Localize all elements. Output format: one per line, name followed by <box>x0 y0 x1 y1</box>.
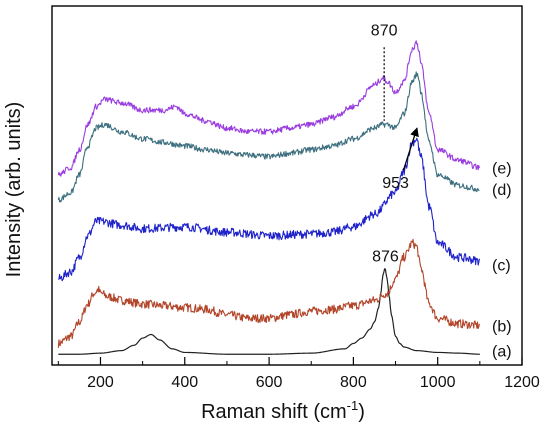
x-tick-label-200: 200 <box>87 374 114 391</box>
series-line-b <box>57 238 480 348</box>
x-tick-label-600: 600 <box>256 374 283 391</box>
annotation-953-label: 953 <box>382 175 409 192</box>
series-label-a: (a) <box>492 344 512 361</box>
series-labels: (a) (b) (c) (d) (e) <box>492 161 512 361</box>
series-label-b: (b) <box>492 319 512 336</box>
plot-frame <box>51 5 523 366</box>
x-tick-label-400: 400 <box>171 374 198 391</box>
series-line-e <box>57 40 480 177</box>
series-line-c <box>58 137 480 282</box>
series-label-c: (c) <box>492 257 511 274</box>
x-tick-label-800: 800 <box>340 374 367 391</box>
x-axis-title-close: ) <box>358 401 365 423</box>
x-axis-title: Raman shift (cm-1) <box>201 398 365 423</box>
annotation-870-label: 870 <box>371 22 398 39</box>
annotation-953-arrow <box>402 127 419 171</box>
annotation-876-label: 876 <box>372 249 399 266</box>
series-curves <box>57 40 480 355</box>
x-axis-title-superscript: -1 <box>347 398 359 413</box>
series-line-d <box>57 71 480 203</box>
annotations: 870 953 876 <box>371 22 419 266</box>
series-label-e: (e) <box>492 161 512 178</box>
x-tick-label-1200: 1200 <box>504 374 540 391</box>
series-line-a <box>58 268 480 355</box>
x-axis-title-main: Raman shift (cm <box>201 401 347 423</box>
series-label-d: (d) <box>492 182 512 199</box>
x-tick-label-1000: 1000 <box>420 374 456 391</box>
y-axis-title: Intensity (arb. units) <box>3 102 25 278</box>
x-axis-ticks: 200 400 600 800 1000 1200 <box>57 357 540 391</box>
